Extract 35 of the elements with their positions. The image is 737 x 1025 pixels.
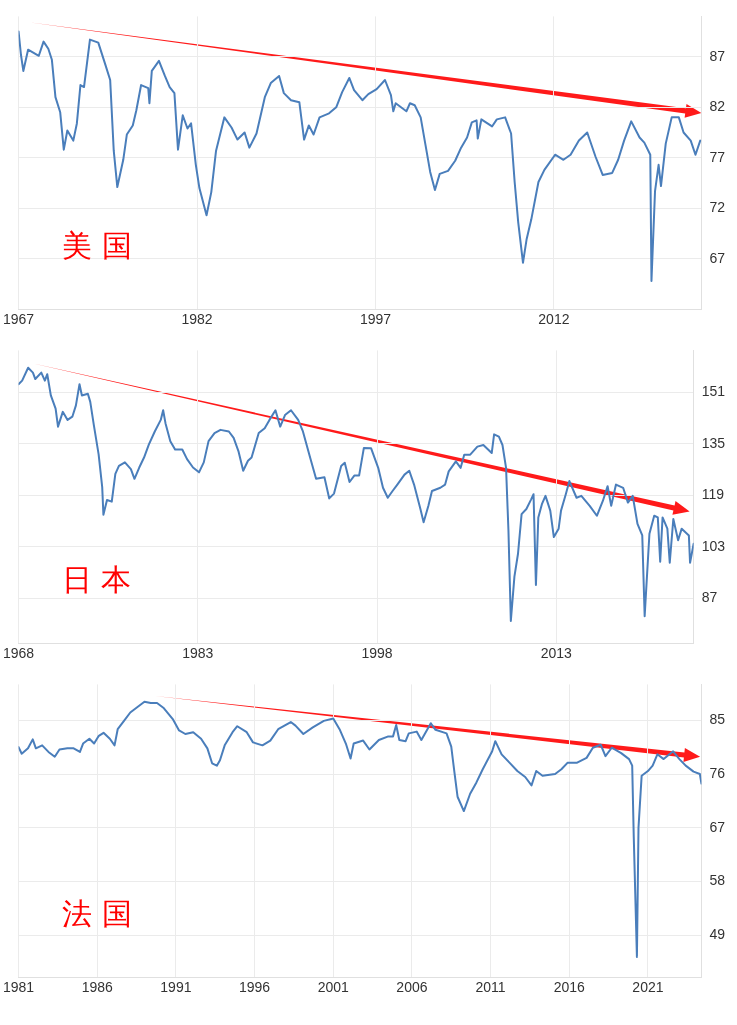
y-tick-label: 82 (709, 98, 726, 115)
x-tick-label: 2012 (538, 311, 570, 328)
y-tick-label: 87 (701, 589, 718, 606)
annotation: 美 国 (62, 228, 132, 264)
y-tick-label: 85 (709, 711, 726, 728)
x-tick-label: 1967 (2, 311, 35, 328)
x-tick-label: 1968 (2, 645, 35, 662)
y-tick-label: 58 (709, 872, 726, 889)
y-tick-label: 77 (709, 148, 726, 165)
y-tick-label: 103 (701, 537, 726, 554)
y-tick-label: 67 (709, 818, 726, 835)
y-tick-label: 67 (709, 249, 726, 266)
x-tick-label: 2016 (553, 979, 586, 996)
annotation: 日 本 (61, 562, 132, 598)
y-tick-label: 72 (709, 199, 726, 216)
y-tick-label: 76 (709, 764, 726, 781)
x-tick-label: 1998 (361, 645, 393, 662)
x-tick-label: 2011 (475, 979, 506, 996)
x-tick-label: 2001 (317, 979, 350, 996)
annotation: 法 国 (62, 896, 132, 932)
y-tick-label: 151 (701, 383, 726, 400)
x-tick-label: 2013 (540, 645, 573, 662)
x-tick-label: 1986 (81, 979, 114, 996)
y-tick-label: 87 (709, 47, 726, 64)
x-tick-label: 1991 (160, 979, 192, 996)
x-tick-label: 1996 (239, 979, 271, 996)
y-tick-label: 49 (709, 926, 726, 943)
y-tick-label: 119 (701, 486, 725, 503)
x-tick-label: 2006 (396, 979, 428, 996)
x-tick-label: 1997 (359, 311, 392, 328)
y-tick-label: 135 (701, 434, 726, 451)
x-tick-label: 2021 (632, 979, 664, 996)
x-tick-label: 1981 (2, 979, 35, 996)
x-tick-label: 1983 (182, 645, 214, 662)
x-tick-label: 1982 (181, 311, 213, 328)
